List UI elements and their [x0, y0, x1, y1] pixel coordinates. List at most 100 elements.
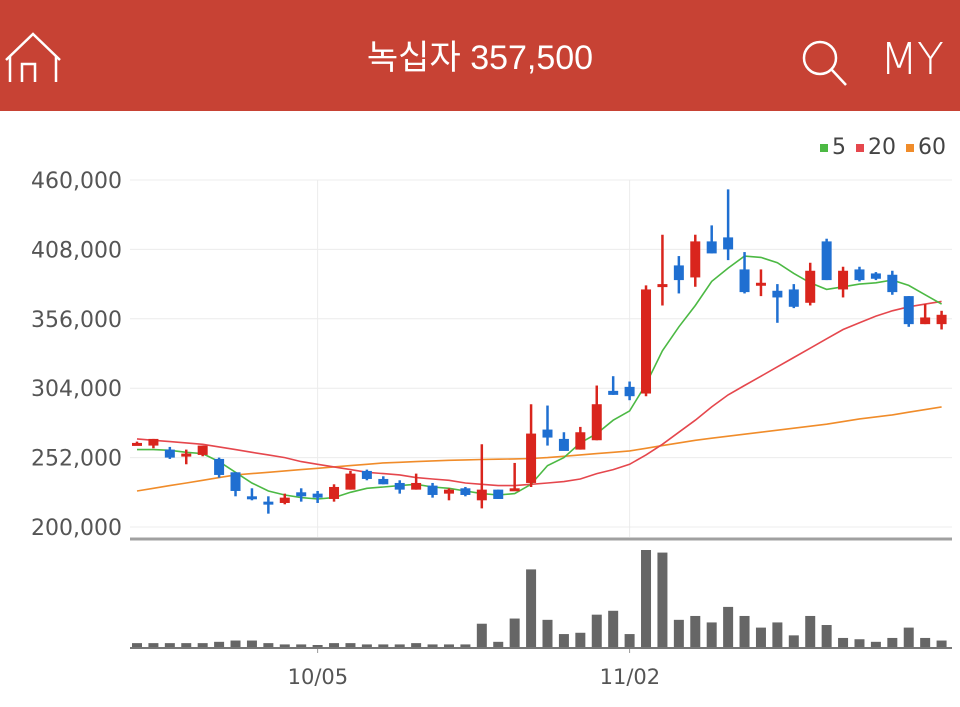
search-button[interactable] — [800, 38, 850, 88]
candle-up — [279, 497, 290, 503]
candle-up — [509, 488, 520, 492]
volume-bar — [673, 619, 684, 647]
y-axis-label: 304,000 — [31, 377, 122, 402]
page-title: 녹십자 357,500 — [366, 39, 594, 77]
candle-up — [936, 314, 947, 325]
candle-down — [296, 492, 307, 497]
candle-up — [329, 486, 340, 499]
candle-down — [394, 482, 405, 490]
volume-bar — [460, 644, 471, 647]
y-axis-label: 356,000 — [31, 308, 122, 333]
ma60-line — [136, 406, 942, 492]
ma20-swatch — [856, 143, 864, 152]
volume-bar — [887, 637, 898, 647]
candle-down — [460, 488, 471, 495]
y-axis-label: 200,000 — [31, 516, 122, 541]
candle-down — [854, 269, 865, 281]
candle-down — [788, 289, 799, 307]
candle-down — [706, 241, 717, 254]
x-axis-label: 10/05 — [288, 665, 349, 689]
y-axis-label: 460,000 — [31, 169, 122, 194]
chart-legend: 5 20 60 — [820, 135, 946, 160]
candle-up — [526, 433, 537, 483]
volume-bar — [427, 644, 438, 647]
volume-bar — [608, 610, 619, 647]
legend-ma20[interactable]: 20 — [856, 135, 896, 160]
volume-bar — [164, 643, 175, 647]
volume-bar — [476, 623, 487, 647]
candle-up — [443, 489, 454, 494]
candle-up — [345, 473, 356, 490]
volume-bar — [723, 606, 734, 647]
volume-bar — [558, 634, 569, 647]
home-button[interactable] — [4, 30, 62, 86]
candle-up — [148, 438, 159, 446]
candle-up — [197, 445, 208, 455]
legend-label: 20 — [868, 135, 896, 160]
volume-bar — [936, 640, 947, 647]
candle-down — [164, 449, 175, 458]
volume-bar — [394, 644, 405, 647]
legend-label: 5 — [832, 135, 846, 160]
candle-up — [838, 270, 849, 290]
volume-bar — [312, 645, 323, 647]
candle-down — [821, 241, 832, 281]
candle-down — [903, 296, 914, 325]
volume-bar — [690, 615, 701, 647]
volume-bar — [214, 641, 225, 647]
candle-down — [493, 489, 504, 499]
candle-down — [312, 493, 323, 498]
volume-bar — [624, 634, 635, 647]
candle-up — [591, 404, 602, 441]
ma60-swatch — [906, 143, 914, 152]
candle-up — [476, 489, 487, 501]
candle-up — [657, 284, 668, 288]
ma5-swatch — [820, 143, 828, 152]
candle-down — [558, 438, 569, 451]
volume-bar — [903, 627, 914, 647]
candle-up — [181, 453, 192, 457]
candle-up — [805, 270, 816, 303]
home-icon — [5, 32, 61, 82]
volume-bar — [296, 644, 307, 647]
volume-bar — [641, 550, 652, 647]
legend-ma5[interactable]: 5 — [820, 135, 846, 160]
candle-down — [739, 269, 750, 293]
candle-up — [690, 241, 701, 278]
candle-down — [214, 458, 225, 475]
candle-up — [641, 289, 652, 394]
ma20-line — [136, 300, 942, 487]
legend-ma60[interactable]: 60 — [906, 135, 946, 160]
volume-bar — [526, 569, 537, 647]
candle-down — [887, 274, 898, 293]
volume-bar — [821, 625, 832, 647]
candle-up — [920, 317, 931, 325]
candle-down — [772, 290, 783, 298]
volume-bar — [148, 643, 159, 647]
volume-bar — [132, 643, 142, 647]
volume-bar — [509, 618, 520, 647]
volume-bar — [443, 644, 454, 647]
candle-down — [427, 485, 438, 495]
volume-bar — [788, 635, 799, 647]
volume-bar — [706, 622, 717, 647]
legend-label: 60 — [918, 135, 946, 160]
candle-down — [246, 496, 257, 500]
volume-bar — [575, 632, 586, 647]
volume-bar — [361, 644, 372, 647]
volume-bar — [805, 615, 816, 647]
ma5-line — [137, 255, 942, 500]
my-menu-button[interactable]: MY — [880, 34, 944, 85]
candle-down — [378, 478, 389, 485]
candle-down — [608, 390, 619, 395]
volume-bar — [263, 643, 274, 647]
volume-bar — [870, 641, 881, 647]
candle-down — [230, 472, 241, 491]
candle-up — [132, 442, 142, 446]
volume-bar — [345, 643, 356, 647]
candle-up — [755, 282, 766, 286]
candle-down — [870, 273, 881, 279]
volume-bar — [279, 644, 290, 647]
volume-bar — [181, 643, 192, 647]
